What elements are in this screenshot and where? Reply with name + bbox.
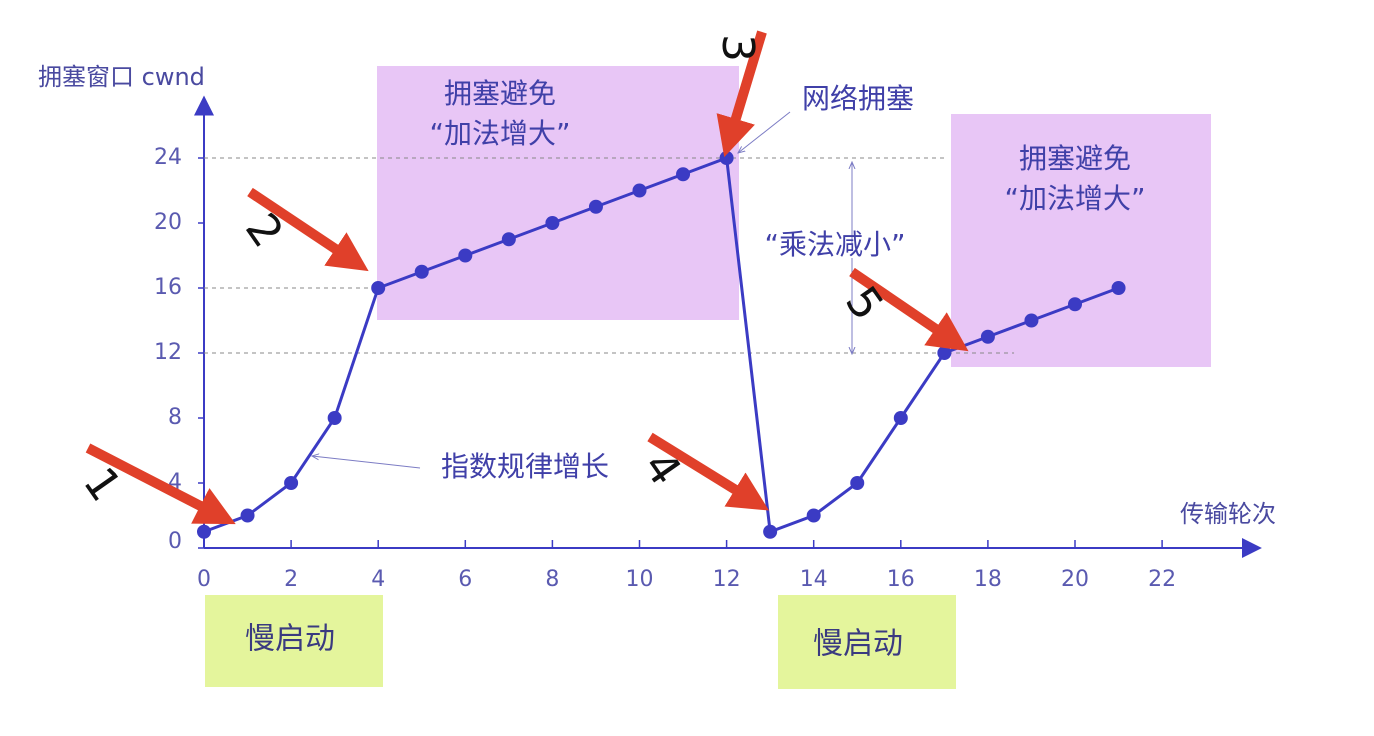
data-point [588,199,603,214]
x-tick-label: 4 [371,567,385,592]
annotation: “乘法减小” [764,228,905,261]
marker-label: 5 [835,277,893,329]
data-point [458,248,473,263]
data-point [676,167,691,182]
annotation: 网络拥塞 [802,82,914,115]
annotation: “加法增大” [1004,182,1145,215]
data-point [1068,297,1082,312]
annotation: 慢启动 [813,627,903,662]
data-point [1024,313,1039,328]
annotation: “加法增大” [429,117,570,150]
regions [205,66,1211,689]
pointer [312,456,421,469]
y-tick-label: 12 [154,340,182,365]
data-point [327,411,342,425]
y-tick-label: 0 [168,529,182,554]
data-point [501,232,516,247]
region [951,114,1211,367]
data-point [937,346,952,360]
data-point [806,508,821,523]
annotation: 慢启动 [245,622,335,657]
region [205,595,383,687]
data-point [197,524,211,539]
marker-label: 3 [712,34,763,62]
x-axis-label: 传输轮次 [1180,500,1276,528]
x-tick-label: 10 [626,567,654,592]
red-arrow [247,187,369,272]
red-arrow [849,267,969,352]
red-arrow [85,443,236,525]
data-point [763,524,778,539]
y-axis-label: 拥塞窗口 cwnd [38,63,205,91]
red-arrow [716,30,767,158]
x-tick-label: 6 [458,567,472,592]
x-tick-label: 22 [1148,567,1176,592]
data-point [414,264,429,279]
x-tick-label: 12 [713,567,741,592]
data-point [1111,281,1126,295]
data-point [719,151,734,165]
region [377,66,739,320]
data-point [893,411,908,425]
data-point [284,476,299,490]
x-tick-label: 18 [974,567,1002,592]
annotation: 拥塞避免 [1019,142,1131,175]
data-point [980,329,995,344]
data-point [371,281,386,295]
y-tick-label: 16 [154,275,182,300]
x-tick-label: 16 [887,567,915,592]
data-point [632,183,647,198]
marker-label: 4 [633,442,691,494]
y-tick-label: 20 [154,210,182,235]
y-tick-label: 8 [168,405,182,430]
x-tick-label: 2 [284,567,298,592]
data-point [850,476,865,490]
x-tick-label: 14 [800,567,828,592]
x-tick-label: 20 [1061,567,1089,592]
data-point [240,508,255,523]
annotation: 拥塞避免 [444,77,556,110]
x-tick-label: 8 [545,567,559,592]
y-tick-label: 24 [154,145,182,170]
x-tick-label: 0 [197,567,211,592]
data-point [545,216,560,230]
red-arrow [647,432,770,511]
region [778,595,956,689]
pointer [738,111,791,153]
annotation: 指数规律增长 [441,450,609,483]
